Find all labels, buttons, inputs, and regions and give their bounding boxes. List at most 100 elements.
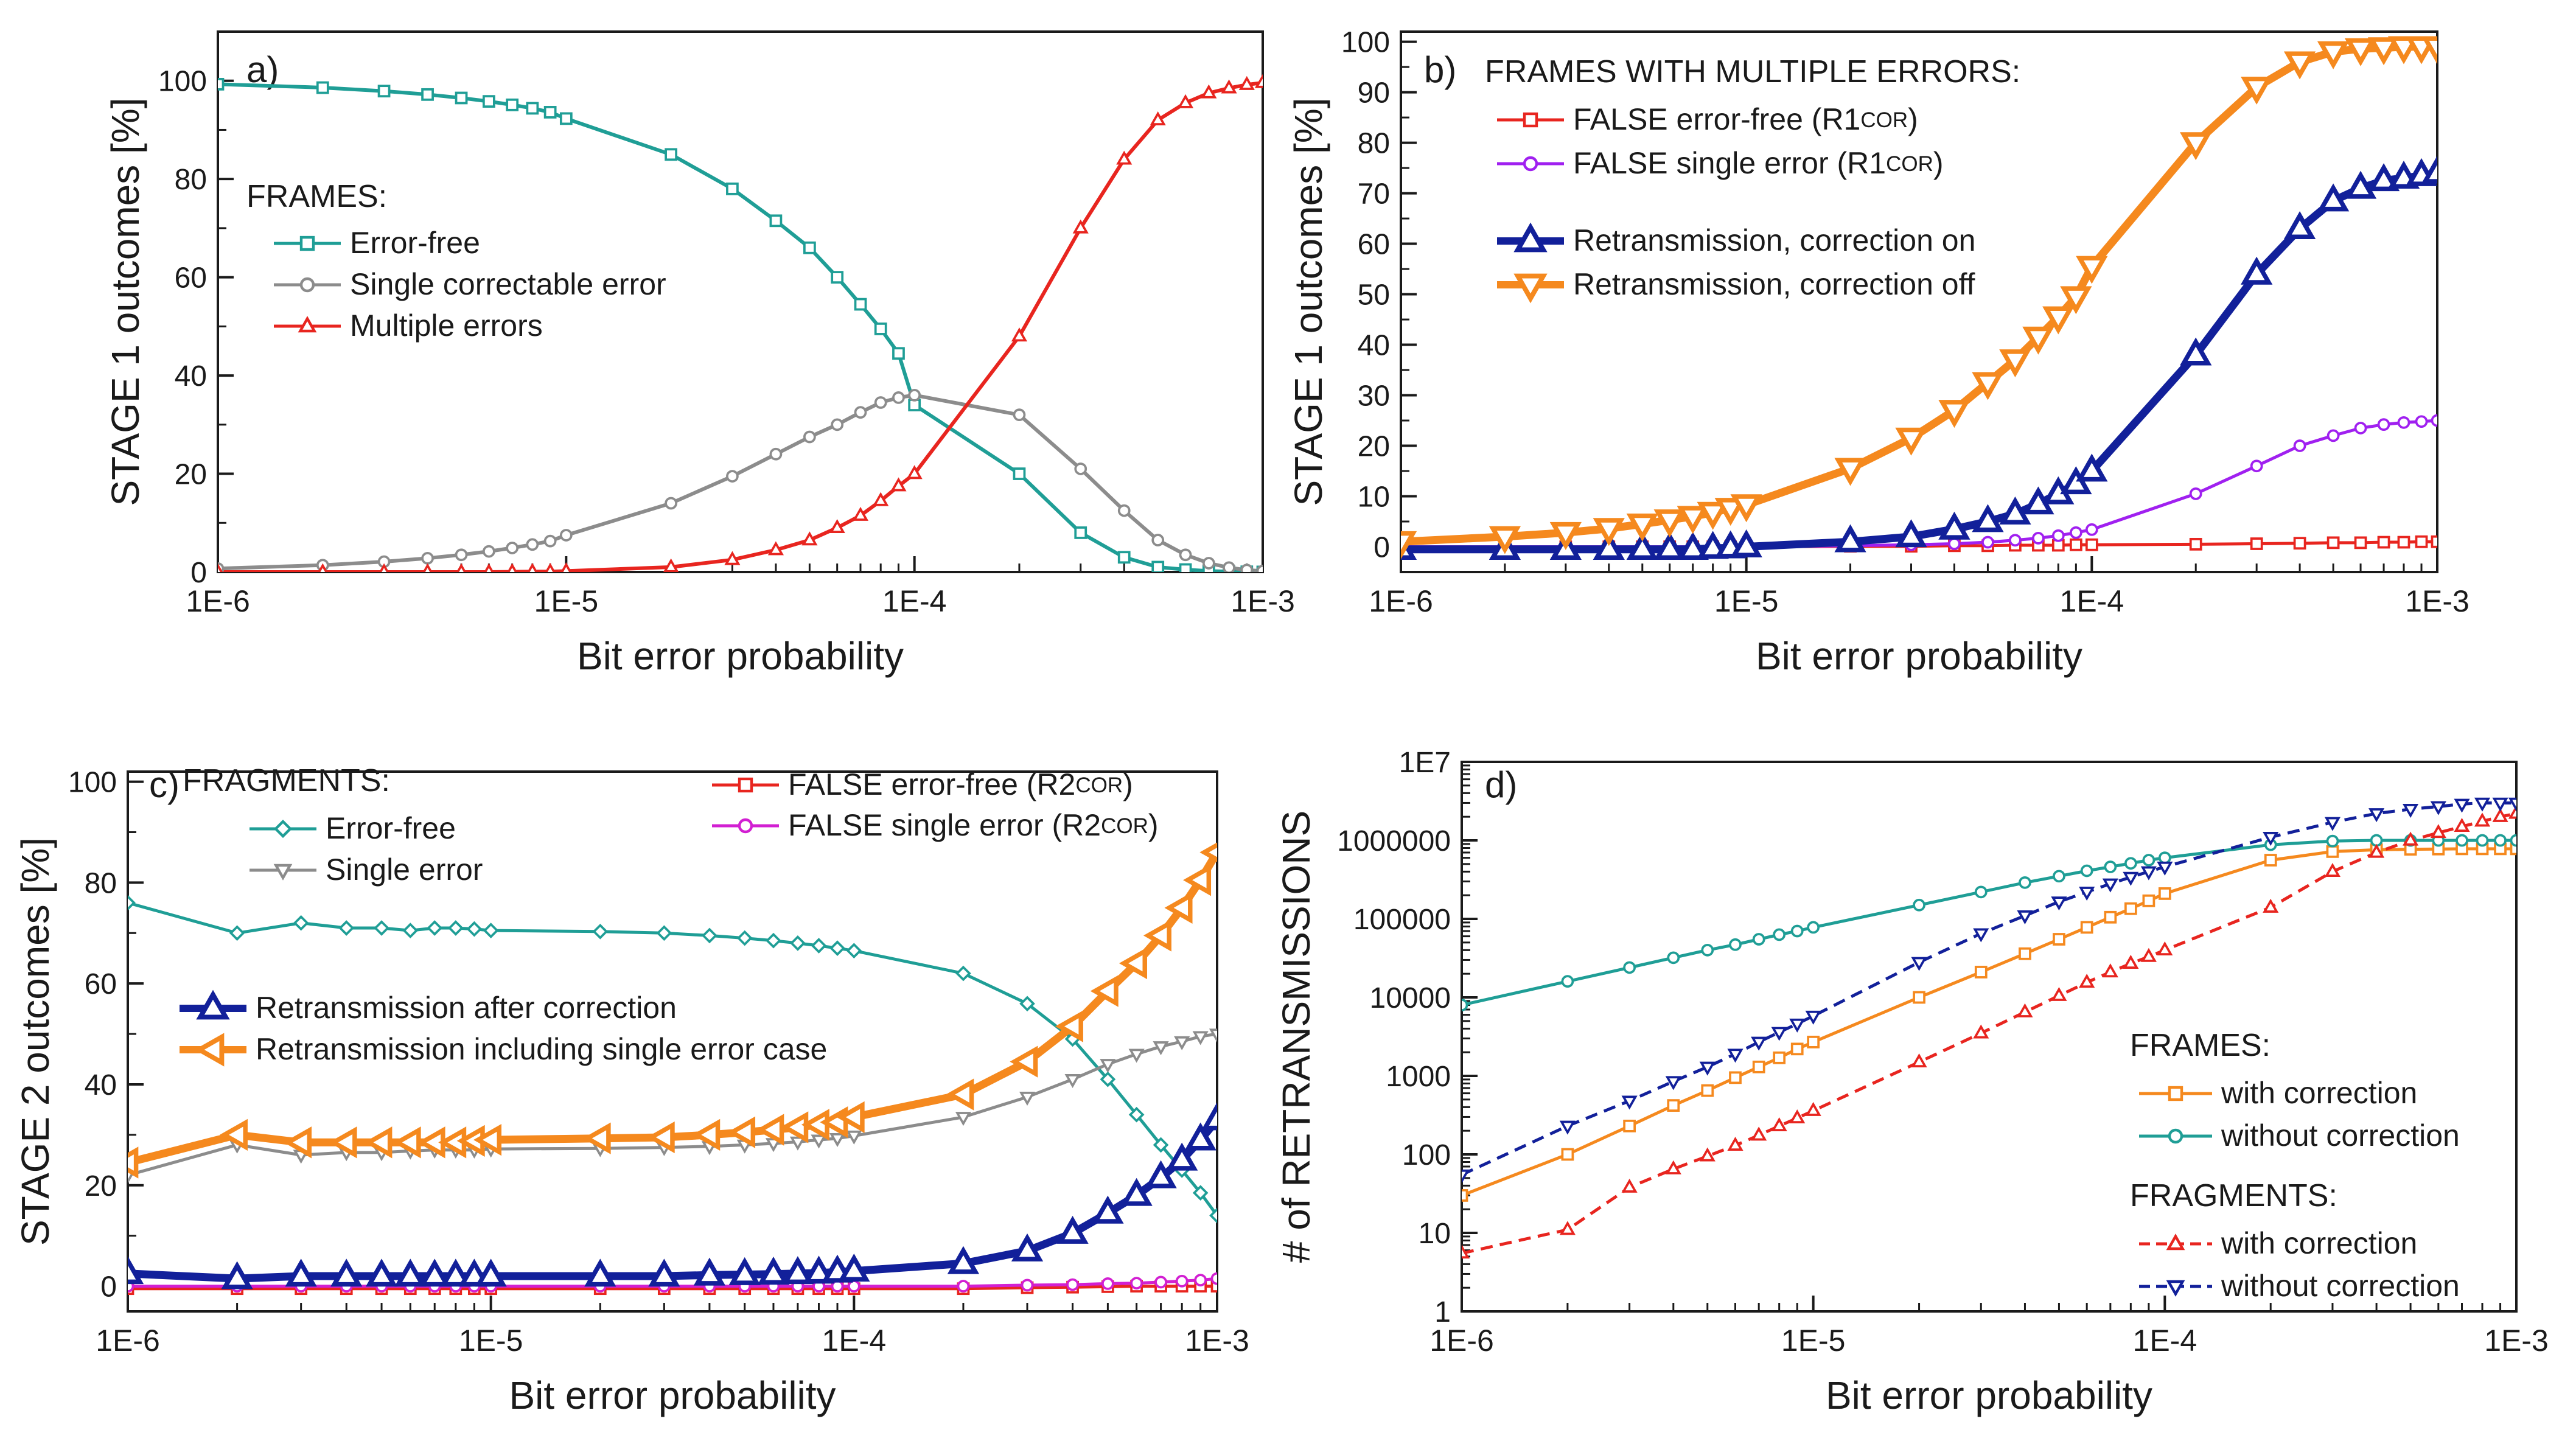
data-point — [2250, 459, 2263, 473]
data-point — [2367, 163, 2400, 192]
data-point — [1151, 534, 1165, 546]
data-point — [543, 106, 557, 119]
data-point — [2189, 537, 2202, 551]
data-point — [1701, 943, 1714, 957]
data-point — [338, 920, 355, 936]
data-point — [1013, 408, 1026, 422]
data-point — [2032, 532, 2045, 545]
data-point — [1938, 511, 1970, 540]
data-point — [726, 470, 739, 483]
x-tick-label: 1E-6 — [186, 584, 250, 618]
series-group — [218, 74, 1263, 572]
data-point — [1184, 1122, 1216, 1151]
data-point — [394, 1258, 427, 1287]
data-point — [419, 1258, 451, 1287]
data-point — [2456, 834, 2468, 847]
data-point — [831, 271, 844, 284]
data-point — [506, 98, 519, 111]
data-point — [874, 323, 887, 335]
data-point — [316, 81, 329, 94]
data-point — [1773, 928, 1786, 941]
legend-swatch-marker — [1523, 156, 1538, 172]
y-tick-label: 20 — [85, 1170, 117, 1202]
data-point — [2403, 803, 2419, 818]
data-point — [1011, 1233, 1044, 1261]
chart-panel-0: 1E-6 1E-5 1E-4 1E-3 0 20 40 60 80 100 Bit error pr… — [103, 30, 1295, 678]
y-tick-label: 100000 — [1353, 904, 1451, 936]
data-point — [455, 548, 468, 562]
data-point — [1911, 957, 1927, 971]
data-point — [2080, 921, 2093, 934]
data-point — [1771, 1117, 1787, 1132]
data-point — [2263, 831, 2279, 846]
data-point — [781, 1256, 814, 1285]
data-point — [1729, 938, 1742, 951]
data-point — [1021, 1279, 1034, 1292]
data-point — [1199, 842, 1217, 862]
legend-entry: FALSE single error (R2COR) — [712, 808, 1159, 842]
legend-swatch-marker — [299, 236, 315, 251]
series-group — [1401, 36, 2437, 560]
data-point — [2053, 933, 2065, 946]
data-point — [2051, 529, 2065, 542]
data-point — [527, 562, 538, 572]
data-point — [484, 563, 494, 572]
legend-swatch-marker — [2168, 1086, 2183, 1101]
data-point — [2241, 256, 2273, 285]
legend-label: Retransmission, correction on — [1573, 223, 1975, 257]
series-line — [1462, 812, 2516, 1255]
data-point — [1730, 494, 1762, 523]
legend-label: FALSE single error (R1COR) — [1573, 146, 1944, 180]
data-point — [526, 538, 539, 551]
data-point — [1056, 1215, 1089, 1244]
data-point — [957, 1280, 970, 1293]
data-point — [2069, 538, 2082, 551]
data-point — [1621, 1178, 1638, 1193]
data-point — [829, 1132, 846, 1147]
y-tick-label: 70 — [1358, 178, 1390, 211]
data-point — [2377, 536, 2390, 549]
y-tick-label: 50 — [1358, 279, 1390, 312]
data-point — [2140, 947, 2157, 962]
data-point — [702, 927, 717, 944]
y-tick-label: 0 — [190, 557, 207, 589]
legend-entry: FALSE error-free (R2COR) — [712, 767, 1133, 801]
data-point — [2492, 808, 2508, 822]
data-point — [2344, 38, 2377, 66]
data-point — [665, 497, 677, 510]
data-point — [892, 391, 905, 404]
data-point — [2124, 902, 2137, 915]
data-point — [2387, 36, 2420, 65]
legend-entry: without correction — [2139, 1118, 2460, 1153]
data-point — [2344, 170, 2377, 199]
data-point — [811, 1134, 827, 1149]
data-point — [2104, 910, 2117, 924]
data-point — [838, 1254, 870, 1282]
data-point — [1561, 1148, 1574, 1161]
legend-entry: Single error — [250, 853, 483, 887]
y-tick-label: 1000000 — [1337, 825, 1451, 857]
data-point — [219, 1118, 248, 1151]
legend-label: Error-free — [326, 811, 456, 845]
data-point — [2421, 36, 2437, 65]
data-point — [2474, 797, 2491, 812]
data-point — [2421, 155, 2437, 184]
y-tick-label: 60 — [85, 968, 117, 1000]
data-point — [1665, 1076, 1681, 1090]
y-tick-label: 20 — [175, 459, 207, 491]
data-point — [439, 1258, 472, 1287]
data-point — [1256, 565, 1263, 572]
data-point — [2403, 831, 2419, 846]
data-point — [803, 1255, 835, 1284]
series-line — [1462, 801, 2516, 1176]
data-point — [811, 938, 827, 954]
data-point — [1011, 327, 1028, 342]
legend-swatch-marker — [1513, 273, 1548, 304]
data-point — [1201, 1102, 1217, 1131]
data-point — [1064, 1074, 1081, 1088]
data-point — [1807, 921, 1820, 934]
data-point — [1751, 1036, 1767, 1051]
data-point — [854, 406, 867, 419]
legend-title: FRAMES WITH MULTIPLE ERRORS: — [1485, 54, 2020, 89]
data-point — [2324, 817, 2341, 831]
